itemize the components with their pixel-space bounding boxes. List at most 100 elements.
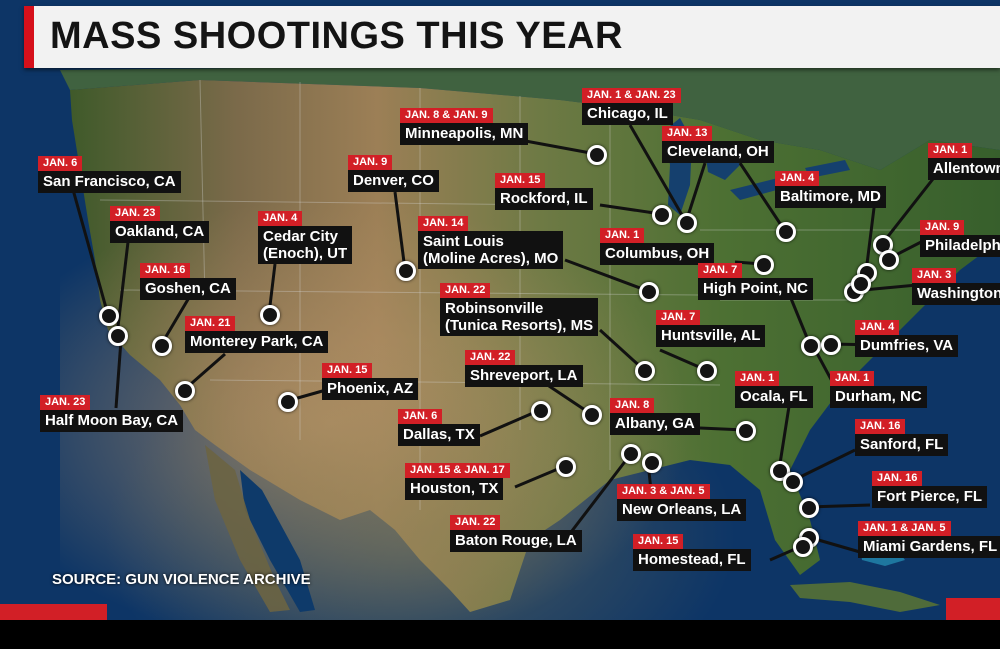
label-city: Robinsonville (Tunica Resorts), MS xyxy=(440,298,599,336)
label-half-moon-bay: JAN. 23 Half Moon Bay, CA xyxy=(40,392,184,432)
label-date: JAN. 4 xyxy=(855,320,900,335)
label-high-point: JAN. 7 High Point, NC xyxy=(698,260,813,300)
label-minneapolis: JAN. 8 & JAN. 9 Minneapolis, MN xyxy=(400,105,529,145)
marker-houston xyxy=(556,457,576,477)
label-city: Saint Louis (Moline Acres), MO xyxy=(418,231,564,269)
label-washington: JAN. 3 Washington xyxy=(912,265,1000,305)
label-albany: JAN. 8 Albany, GA xyxy=(610,395,700,435)
label-city: Oakland, CA xyxy=(110,221,210,243)
label-date: JAN. 3 xyxy=(912,268,957,283)
label-date: JAN. 15 xyxy=(633,534,684,549)
label-city: Rockford, IL xyxy=(495,188,593,210)
label-date: JAN. 22 xyxy=(450,515,501,530)
label-cedar-city: JAN. 4 Cedar City (Enoch), UT xyxy=(258,208,353,264)
label-city: Durham, NC xyxy=(830,386,927,408)
marker-phoenix xyxy=(278,392,298,412)
label-city: Shreveport, LA xyxy=(465,365,583,387)
label-robinsonville: JAN. 22 Robinsonville (Tunica Resorts), … xyxy=(440,280,599,336)
title-bar: MASS SHOOTINGS THIS YEAR xyxy=(24,6,1000,68)
label-city: Phoenix, AZ xyxy=(322,378,419,400)
label-date: JAN. 15 xyxy=(322,363,373,378)
marker-robinsonville xyxy=(635,361,655,381)
marker-huntsville xyxy=(697,361,717,381)
marker-philadelphia xyxy=(879,250,899,270)
label-city: Baton Rouge, LA xyxy=(450,530,582,552)
label-city: Allentown xyxy=(928,158,1000,180)
marker-dallas xyxy=(531,401,551,421)
marker-albany xyxy=(736,421,756,441)
marker-san-francisco xyxy=(99,306,119,326)
label-city: Miami Gardens, FL xyxy=(858,536,1000,558)
label-date: JAN. 7 xyxy=(656,310,701,325)
label-chicago: JAN. 1 & JAN. 23 Chicago, IL xyxy=(582,85,681,125)
label-date: JAN. 8 & JAN. 9 xyxy=(400,108,493,123)
label-date: JAN. 9 xyxy=(348,155,393,170)
marker-baton-rouge xyxy=(621,444,641,464)
label-city: San Francisco, CA xyxy=(38,171,181,193)
label-baton-rouge: JAN. 22 Baton Rouge, LA xyxy=(450,512,582,552)
marker-minneapolis xyxy=(587,145,607,165)
marker-columbus xyxy=(754,255,774,275)
label-date: JAN. 4 xyxy=(258,211,303,226)
label-date: JAN. 15 & JAN. 17 xyxy=(405,463,510,478)
label-date: JAN. 16 xyxy=(872,471,923,486)
label-cleveland: JAN. 13 Cleveland, OH xyxy=(662,123,774,163)
label-date: JAN. 8 xyxy=(610,398,655,413)
cuba-island xyxy=(790,582,940,612)
label-sanford: JAN. 16 Sanford, FL xyxy=(855,416,949,456)
label-date: JAN. 13 xyxy=(662,126,713,141)
ticker-red-block-left xyxy=(0,604,107,620)
label-city: Columbus, OH xyxy=(600,243,715,265)
label-baltimore: JAN. 4 Baltimore, MD xyxy=(775,168,886,208)
marker-cedar-city xyxy=(260,305,280,325)
marker-durham xyxy=(821,335,841,355)
marker-oakland xyxy=(108,326,128,346)
label-date: JAN. 23 xyxy=(110,206,161,221)
label-denver: JAN. 9 Denver, CO xyxy=(348,152,439,192)
label-date: JAN. 22 xyxy=(465,350,516,365)
marker-high-point xyxy=(801,336,821,356)
label-city: Ocala, FL xyxy=(735,386,813,408)
label-date: JAN. 7 xyxy=(698,263,743,278)
label-date: JAN. 1 xyxy=(830,371,875,386)
label-city: Chicago, IL xyxy=(582,103,673,125)
label-city: High Point, NC xyxy=(698,278,813,300)
label-city: Sanford, FL xyxy=(855,434,949,456)
label-city: Denver, CO xyxy=(348,170,439,192)
label-shreveport: JAN. 22 Shreveport, LA xyxy=(465,347,583,387)
marker-rockford xyxy=(652,205,672,225)
label-city: Baltimore, MD xyxy=(775,186,886,208)
label-philadelphia: JAN. 9 Philadelphia xyxy=(920,217,1000,257)
label-date: JAN. 1 & JAN. 5 xyxy=(858,521,951,536)
label-goshen: JAN. 16 Goshen, CA xyxy=(140,260,236,300)
marker-sanford xyxy=(783,472,803,492)
label-city: Houston, TX xyxy=(405,478,504,500)
marker-cleveland xyxy=(776,222,796,242)
label-city: Dallas, TX xyxy=(398,424,480,446)
label-houston: JAN. 15 & JAN. 17 Houston, TX xyxy=(405,460,510,500)
label-saint-louis: JAN. 14 Saint Louis (Moline Acres), MO xyxy=(418,213,564,269)
label-date: JAN. 1 xyxy=(928,143,973,158)
marker-homestead xyxy=(793,537,813,557)
source-credit: SOURCE: GUN VIOLENCE ARCHIVE xyxy=(52,571,311,588)
label-san-francisco: JAN. 6 San Francisco, CA xyxy=(38,153,181,193)
label-city: Washington xyxy=(912,283,1000,305)
label-fort-pierce: JAN. 16 Fort Pierce, FL xyxy=(872,468,988,508)
marker-denver xyxy=(396,261,416,281)
label-oakland: JAN. 23 Oakland, CA xyxy=(110,203,210,243)
label-city: Cedar City (Enoch), UT xyxy=(258,226,353,264)
ticker-red-block-right xyxy=(946,598,1000,620)
bottom-black-strip xyxy=(0,620,1000,649)
marker-shreveport xyxy=(582,405,602,425)
label-city: Albany, GA xyxy=(610,413,700,435)
label-dumfries: JAN. 4 Dumfries, VA xyxy=(855,317,959,357)
marker-saint-louis xyxy=(639,282,659,302)
label-columbus: JAN. 1 Columbus, OH xyxy=(600,225,715,265)
label-city: Philadelphia xyxy=(920,235,1000,257)
page-title: MASS SHOOTINGS THIS YEAR xyxy=(50,15,623,57)
label-date: JAN. 4 xyxy=(775,171,820,186)
marker-goshen xyxy=(152,336,172,356)
label-date: JAN. 9 xyxy=(920,220,965,235)
label-city: Huntsville, AL xyxy=(656,325,766,347)
